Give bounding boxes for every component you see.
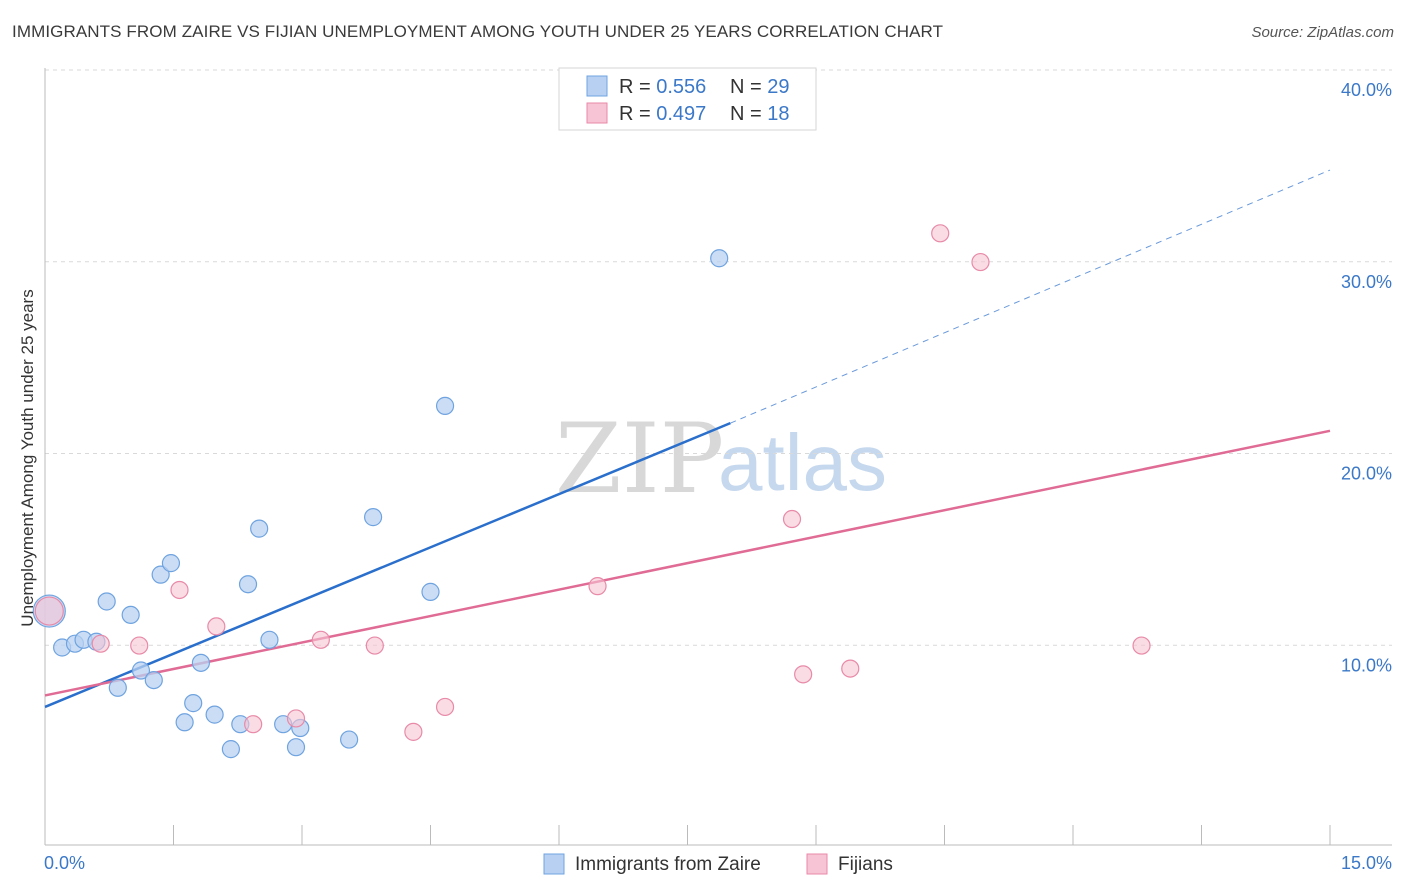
data-point-fijians	[130, 636, 149, 655]
data-point-zaire	[97, 592, 116, 611]
data-point-fijians	[931, 224, 950, 243]
legend-n-label: N =	[730, 103, 767, 125]
data-point-zaire	[108, 678, 127, 697]
legend-r-label: R =	[619, 76, 656, 98]
data-points	[32, 224, 1151, 759]
data-point-fijians	[971, 252, 990, 272]
bottom-legend-swatch-blue	[543, 853, 565, 875]
data-point-fijians	[1132, 636, 1151, 655]
legend-swatch-blue	[586, 75, 608, 97]
data-point-fijians	[286, 709, 306, 728]
watermark-atlas: atlas	[718, 418, 887, 507]
legend-n-label: N =	[730, 76, 767, 98]
data-point-zaire	[144, 670, 163, 690]
gridlines	[45, 69, 1392, 646]
trend-lines	[44, 169, 1331, 709]
trend-line-fijians	[44, 429, 1331, 697]
x-tick-label-start: 0.0%	[44, 853, 85, 873]
legend-swatch-pink	[586, 102, 608, 124]
data-point-zaire	[161, 554, 181, 573]
y-tick-label: 10.0%	[1341, 655, 1392, 675]
y-tick-label: 30.0%	[1341, 272, 1392, 292]
legend-r-label: R =	[619, 103, 656, 125]
bottom-legend-swatch-pink	[806, 853, 828, 875]
data-point-fijians	[841, 659, 860, 678]
chart-title: IMMIGRANTS FROM ZAIRE VS FIJIAN UNEMPLOY…	[12, 22, 944, 41]
data-point-zaire	[131, 661, 151, 680]
data-point-zaire	[151, 565, 170, 584]
data-point-fijians	[311, 630, 330, 649]
data-point-fijians	[91, 634, 110, 653]
data-point-zaire	[710, 249, 729, 268]
data-point-fijians	[794, 665, 813, 684]
legend-n-value: 29	[767, 76, 789, 98]
data-point-zaire	[364, 508, 383, 527]
tick-labels: 10.0% 20.0% 30.0% 40.0% 0.0% 15.0%	[44, 80, 1392, 873]
data-point-fijians	[588, 577, 607, 596]
legend-r-value: 0.497	[656, 103, 706, 125]
svg-text:R = 0.556: R = 0.556	[619, 76, 706, 98]
bottom-legend-label-zaire: Immigrants from Zaire	[575, 854, 761, 875]
data-point-fijians	[244, 715, 263, 734]
data-point-zaire	[221, 740, 240, 759]
trend-line-zaire	[44, 421, 731, 709]
source-credit: Source: ZipAtlas.com	[1251, 24, 1394, 41]
data-point-zaire	[191, 653, 211, 672]
y-tick-label: 40.0%	[1341, 80, 1392, 100]
data-point-zaire	[205, 705, 224, 724]
data-point-zaire	[238, 575, 258, 594]
data-point-fijians	[404, 722, 423, 741]
data-point-zaire	[175, 713, 194, 732]
watermark-zip: ZIP	[555, 403, 724, 515]
data-point-zaire	[421, 582, 440, 601]
svg-text:R = 0.497: R = 0.497	[619, 103, 706, 125]
legend: R = 0.556 N = 29 R = 0.497 N = 18	[558, 67, 817, 131]
y-tick-label: 20.0%	[1341, 464, 1392, 484]
legend-r-value: 0.556	[656, 76, 706, 98]
bottom-legend-label-fijians: Fijians	[838, 854, 893, 875]
data-point-fijians	[365, 636, 384, 655]
data-point-zaire	[250, 519, 269, 538]
data-point-fijians	[207, 617, 226, 636]
svg-text:N = 18: N = 18	[730, 103, 790, 125]
axes	[44, 68, 1392, 846]
x-tick-label-end: 15.0%	[1341, 853, 1392, 873]
legend-n-value: 18	[767, 103, 789, 125]
svg-text:N = 29: N = 29	[730, 76, 790, 98]
data-point-zaire	[435, 396, 455, 415]
data-point-zaire	[286, 738, 306, 757]
data-point-zaire	[121, 605, 140, 625]
data-point-zaire	[184, 694, 203, 713]
data-point-fijians	[782, 509, 802, 529]
trend-line-zaire-extension	[730, 169, 1331, 424]
y-axis-title: Unemployment Among Youth under 25 years	[18, 289, 37, 626]
data-point-zaire	[340, 730, 359, 749]
data-point-fijians	[435, 697, 455, 717]
data-point-fijians	[170, 580, 189, 600]
data-point-zaire	[260, 630, 279, 649]
bottom-legend: Immigrants from Zaire Fijians	[543, 853, 893, 875]
data-point-fijians	[34, 596, 64, 626]
